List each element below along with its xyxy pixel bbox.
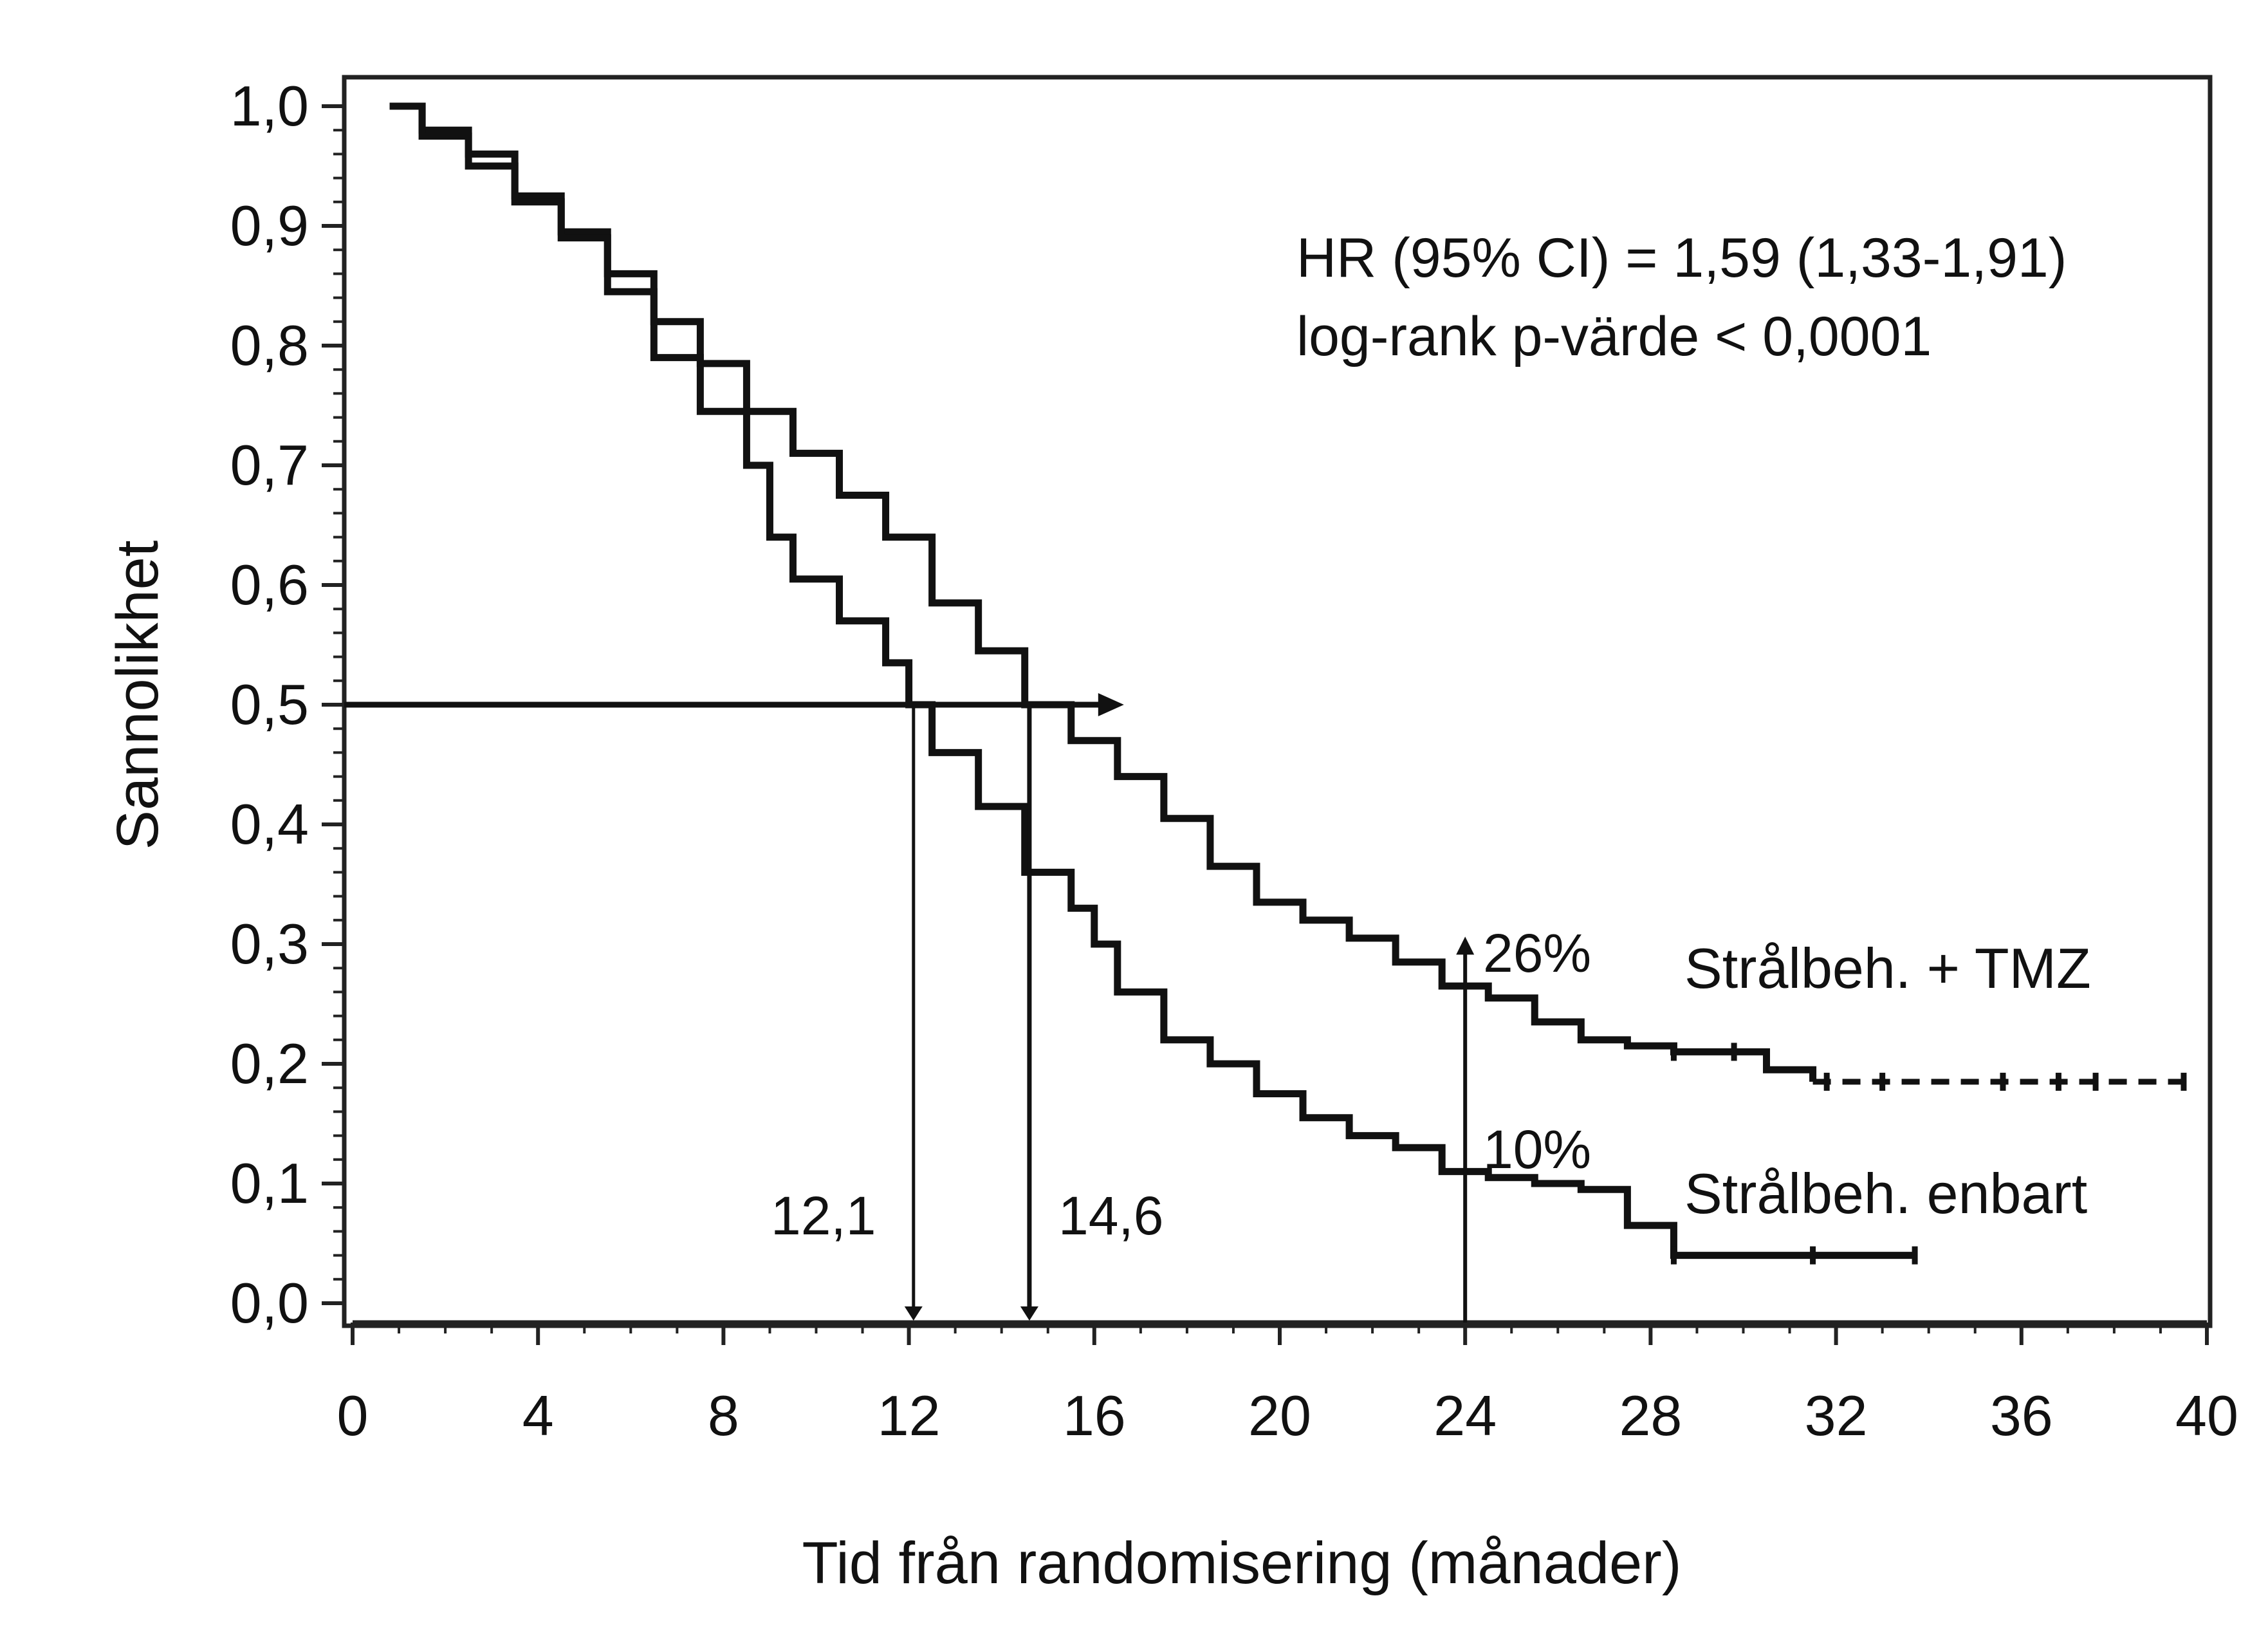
y-tick-label: 0,4: [230, 792, 309, 856]
x-tick-label: 0: [337, 1384, 369, 1447]
y-tick-label: 0,3: [230, 912, 309, 976]
legend-label-rt: Strålbeh. enbart: [1684, 1162, 2087, 1225]
annotation-26pct: 26%: [1483, 923, 1591, 983]
two-year-arrow-head: [1456, 936, 1475, 955]
survival-curve-rt: [389, 102, 1915, 1259]
y-tick-label: 0,9: [230, 194, 309, 257]
series-layer: [389, 102, 2187, 1265]
y-tick-label: 0,7: [230, 433, 309, 497]
x-tick-label: 16: [1063, 1384, 1126, 1447]
x-tick-label: 36: [1990, 1384, 2053, 1447]
x-tick-label: 24: [1434, 1384, 1497, 1447]
y-tick-label: 0,0: [230, 1271, 309, 1335]
x-tick-label: 40: [2175, 1384, 2238, 1447]
annotation-10pct: 10%: [1483, 1119, 1591, 1180]
median-drop-arrow-tmz: [1020, 1306, 1038, 1321]
x-axis-title: Tid från randomisering (månader): [802, 1530, 1682, 1596]
x-tick-label: 8: [708, 1384, 739, 1447]
median-label-rt: 12,1: [771, 1185, 876, 1246]
legend-label-tmz: Strålbeh. + TMZ: [1684, 936, 2091, 1000]
axes: 0 4 8 12 16 20 24 28 32 36 40 0,0 0,1 0,2 0,3 0,4 0,5 0,6…: [230, 74, 2238, 1447]
survival-curve-tmz: [389, 102, 1817, 1082]
y-axis-title: Sannolikhet: [105, 541, 171, 850]
median-drop-arrow-rt: [904, 1306, 923, 1321]
y-tick-label: 1,0: [230, 74, 309, 138]
reference-lines: [344, 693, 1475, 1323]
x-tick-label: 32: [1805, 1384, 1868, 1447]
y-tick-label: 0,8: [230, 313, 309, 377]
y-tick-label: 0,6: [230, 553, 309, 617]
x-tick-label: 20: [1248, 1384, 1311, 1447]
y-tick-label: 0,5: [230, 673, 309, 736]
stats-line-2: log-rank p-värde < 0,0001: [1296, 306, 1931, 367]
x-tick-label: 12: [878, 1384, 941, 1447]
stats-line-1: HR (95% CI) = 1,59 (1,33-1,91): [1296, 227, 2067, 289]
y-tick-label: 0,1: [230, 1151, 309, 1215]
x-tick-label: 28: [1619, 1384, 1682, 1447]
median-arrow-head: [1098, 693, 1124, 716]
x-tick-label: 4: [522, 1384, 554, 1447]
y-tick-label: 0,2: [230, 1032, 309, 1095]
median-label-tmz: 14,6: [1058, 1185, 1164, 1246]
